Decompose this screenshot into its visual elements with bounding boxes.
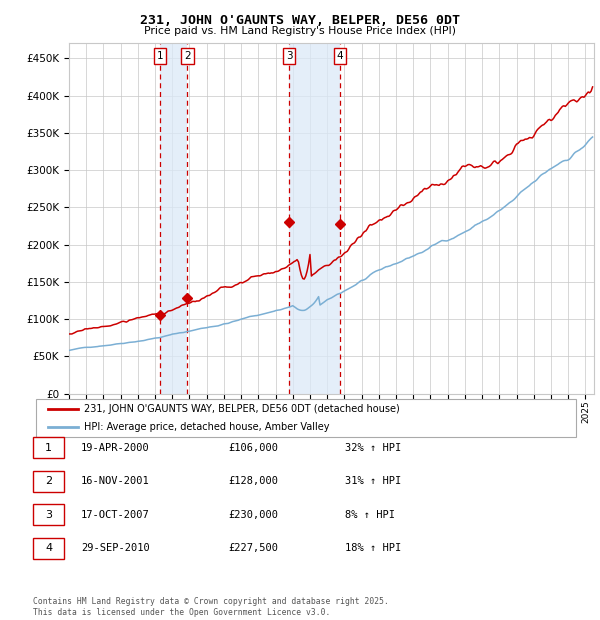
Text: 8% ↑ HPI: 8% ↑ HPI xyxy=(345,510,395,520)
Text: 3: 3 xyxy=(45,510,52,520)
Text: 29-SEP-2010: 29-SEP-2010 xyxy=(81,543,150,553)
Text: 32% ↑ HPI: 32% ↑ HPI xyxy=(345,443,401,453)
Text: £128,000: £128,000 xyxy=(228,476,278,486)
Text: 2: 2 xyxy=(184,51,191,61)
Text: £230,000: £230,000 xyxy=(228,510,278,520)
Text: HPI: Average price, detached house, Amber Valley: HPI: Average price, detached house, Ambe… xyxy=(84,422,329,433)
Bar xyxy=(289,43,340,394)
Text: 18% ↑ HPI: 18% ↑ HPI xyxy=(345,543,401,553)
Bar xyxy=(160,43,187,394)
Text: 231, JOHN O'GAUNTS WAY, BELPER, DE56 0DT (detached house): 231, JOHN O'GAUNTS WAY, BELPER, DE56 0DT… xyxy=(84,404,400,414)
Text: 19-APR-2000: 19-APR-2000 xyxy=(81,443,150,453)
Text: £106,000: £106,000 xyxy=(228,443,278,453)
Text: 16-NOV-2001: 16-NOV-2001 xyxy=(81,476,150,486)
Text: 3: 3 xyxy=(286,51,292,61)
Text: 2: 2 xyxy=(45,476,52,486)
Text: 4: 4 xyxy=(337,51,343,61)
Text: £227,500: £227,500 xyxy=(228,543,278,553)
Text: 231, JOHN O'GAUNTS WAY, BELPER, DE56 0DT: 231, JOHN O'GAUNTS WAY, BELPER, DE56 0DT xyxy=(140,14,460,27)
Text: 1: 1 xyxy=(157,51,163,61)
Text: 31% ↑ HPI: 31% ↑ HPI xyxy=(345,476,401,486)
Text: Contains HM Land Registry data © Crown copyright and database right 2025.
This d: Contains HM Land Registry data © Crown c… xyxy=(33,598,389,617)
Text: 4: 4 xyxy=(45,543,52,553)
Text: 1: 1 xyxy=(45,443,52,453)
Text: Price paid vs. HM Land Registry's House Price Index (HPI): Price paid vs. HM Land Registry's House … xyxy=(144,26,456,36)
Text: 17-OCT-2007: 17-OCT-2007 xyxy=(81,510,150,520)
